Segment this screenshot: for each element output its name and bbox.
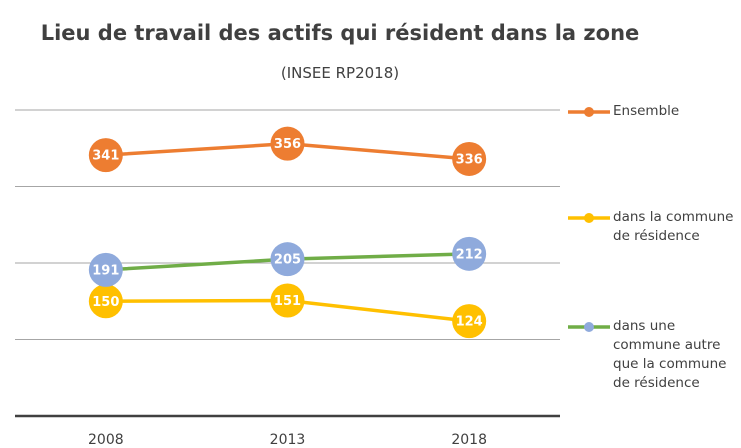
data-label: 356 xyxy=(274,137,301,152)
marker xyxy=(270,283,305,318)
marker xyxy=(270,126,305,161)
legend-label: Ensemble xyxy=(613,103,680,119)
x-tick-label: 2008 xyxy=(88,432,124,448)
data-label: 205 xyxy=(274,253,301,268)
data-label: 124 xyxy=(456,315,483,330)
legend-marker xyxy=(584,213,594,223)
marker xyxy=(88,138,123,173)
x-tick-label: 2013 xyxy=(270,432,306,448)
marker xyxy=(452,236,487,271)
legend-marker xyxy=(584,107,594,117)
data-label: 212 xyxy=(456,247,483,262)
data-label: 191 xyxy=(92,263,119,278)
marker xyxy=(88,284,123,319)
chart-title: Lieu de travail des actifs qui résident … xyxy=(40,21,640,45)
legend-label: dans une commune autre que la commune de… xyxy=(613,318,727,391)
marker xyxy=(88,252,123,287)
chart-subtitle: (INSEE RP2018) xyxy=(280,64,400,82)
data-label: 151 xyxy=(274,294,301,309)
marker xyxy=(270,242,305,277)
legend-label: dans la commune de résidence xyxy=(613,209,734,244)
data-label: 336 xyxy=(456,152,483,167)
x-tick-label: 2018 xyxy=(451,432,487,448)
marker xyxy=(452,141,487,176)
marker xyxy=(452,304,487,339)
title-block: Lieu de travail des actifs qui résident … xyxy=(40,14,640,92)
legend-marker xyxy=(584,322,594,332)
data-label: 150 xyxy=(92,295,119,310)
data-label: 341 xyxy=(92,149,119,164)
